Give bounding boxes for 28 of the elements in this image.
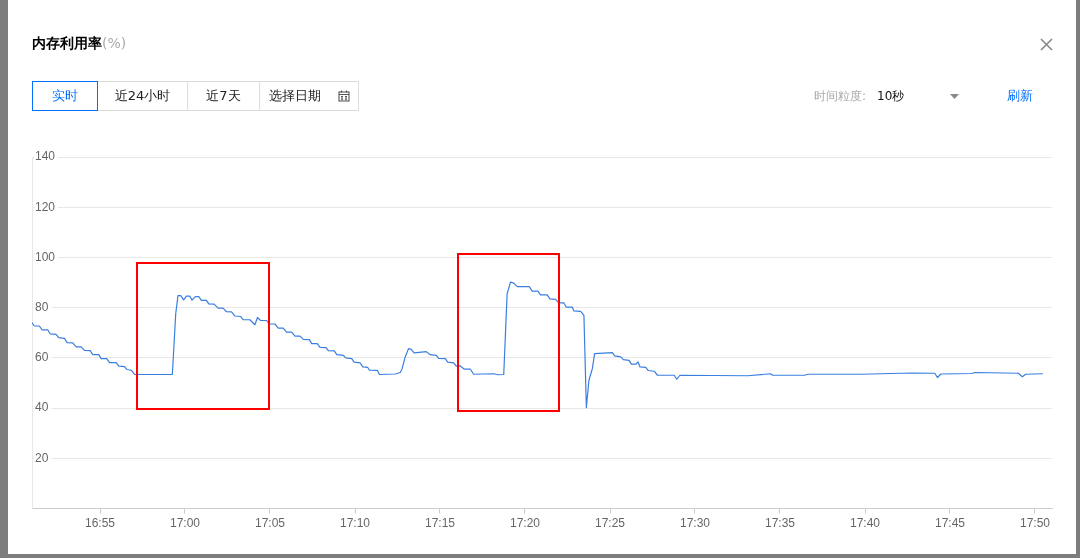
y-tick-label: 100 xyxy=(35,249,56,264)
x-tick-label: 17:25 xyxy=(594,516,626,531)
text: 时间粒度: xyxy=(814,88,867,104)
x-tick-label: 17:00 xyxy=(169,516,201,531)
x-tick-label: 17:05 xyxy=(254,516,286,531)
y-tick-label: 40 xyxy=(35,400,49,415)
x-tick-label: 17:30 xyxy=(679,516,711,531)
text: 刷新 xyxy=(1007,87,1033,104)
x-tick-label: 16:55 xyxy=(84,516,116,531)
chart-title: 内存利用率 xyxy=(32,35,102,51)
y-tick-label: 140 xyxy=(35,149,56,164)
x-tick-label: 17:50 xyxy=(1019,516,1051,531)
x-tick-label: 17:40 xyxy=(849,516,881,531)
y-tick-label: 60 xyxy=(35,350,49,365)
x-tick-label: 17:20 xyxy=(509,516,541,531)
text: 选择日期 xyxy=(269,88,321,103)
y-tick-label: 20 xyxy=(35,450,49,465)
x-tick-label: 17:35 xyxy=(764,516,796,531)
y-tick-label: 120 xyxy=(35,199,56,214)
text: 实时 xyxy=(32,81,98,111)
text: 近24小时 xyxy=(97,81,188,111)
x-tick-label: 17:45 xyxy=(934,516,966,531)
y-tick-label: 80 xyxy=(35,300,49,314)
text: 10秒 xyxy=(877,88,905,104)
chart-subtitle: (%) xyxy=(102,35,127,51)
x-tick-label: 17:10 xyxy=(339,516,371,531)
text: 近7天 xyxy=(187,81,260,111)
x-tick-label: 17:15 xyxy=(424,516,456,531)
